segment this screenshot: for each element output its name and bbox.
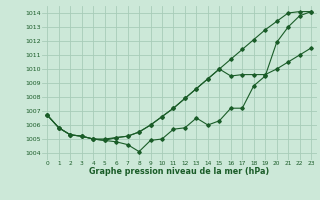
X-axis label: Graphe pression niveau de la mer (hPa): Graphe pression niveau de la mer (hPa) — [89, 167, 269, 176]
